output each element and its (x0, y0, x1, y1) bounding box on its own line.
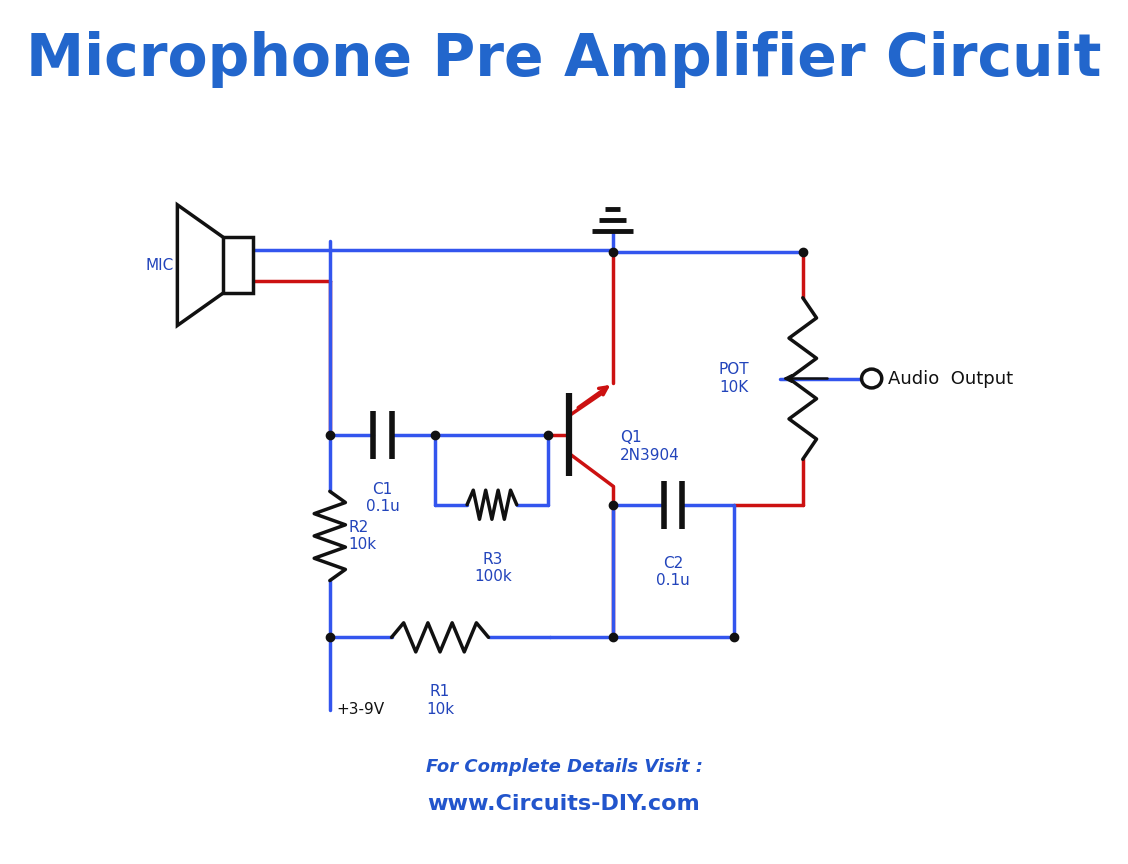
Text: www.Circuits-DIY.com: www.Circuits-DIY.com (428, 794, 700, 814)
Text: R2
10k: R2 10k (349, 520, 377, 552)
Text: R1
10k: R1 10k (426, 684, 455, 717)
Text: R3
100k: R3 100k (474, 552, 512, 584)
Text: Microphone Pre Amplifier Circuit: Microphone Pre Amplifier Circuit (26, 31, 1102, 88)
Text: C1
0.1u: C1 0.1u (365, 481, 399, 514)
Text: Q1
2N3904: Q1 2N3904 (620, 430, 680, 463)
Text: For Complete Details Visit :: For Complete Details Visit : (425, 759, 703, 777)
Text: MIC: MIC (146, 257, 174, 273)
Text: +3-9V: +3-9V (336, 702, 385, 717)
Text: POT
10K: POT 10K (719, 362, 749, 395)
Text: C2
0.1u: C2 0.1u (656, 556, 690, 588)
Text: Audio  Output: Audio Output (888, 370, 1013, 388)
Bar (223, 238, 253, 293)
